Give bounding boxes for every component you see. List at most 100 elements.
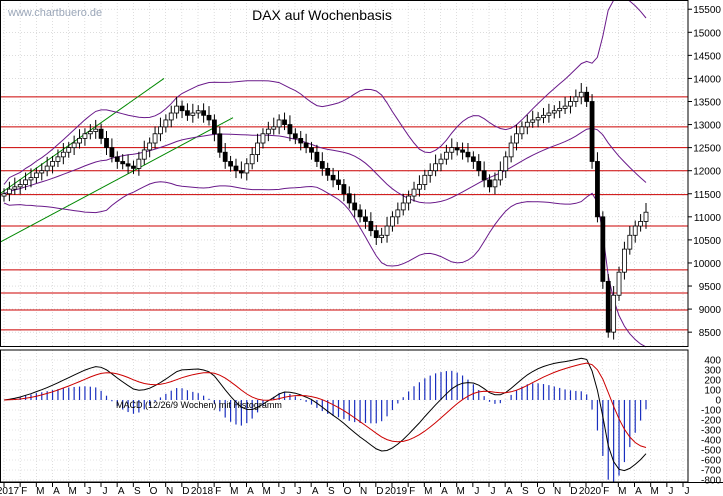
candle-body: [260, 133, 266, 144]
candle-body: [292, 133, 298, 139]
x-tick-label: O: [150, 486, 158, 496]
candle-body: [28, 177, 34, 181]
candle-body: [616, 271, 622, 296]
candle-body: [104, 137, 109, 149]
x-tick-label: 2019: [385, 486, 408, 496]
trend-line-lower: [0, 117, 234, 243]
bollinger-middle: [3, 127, 647, 204]
candle-body: [449, 147, 455, 153]
candle-body: [568, 101, 573, 107]
candle-body: [433, 163, 438, 172]
candle-body: [93, 128, 99, 132]
x-tick-label: J: [297, 486, 302, 496]
candle-body: [131, 165, 136, 169]
candle-body: [438, 158, 444, 165]
x-tick-label: M: [262, 486, 270, 496]
macd-tick-label: -700: [701, 466, 721, 477]
candle-body: [497, 170, 503, 181]
candle-body: [147, 142, 153, 151]
x-tick-label: J: [280, 486, 285, 496]
macd-tick-label: 400: [704, 356, 721, 367]
candle-body: [217, 133, 223, 153]
price-tick-label: 9500: [699, 282, 722, 293]
candle-body: [17, 184, 23, 188]
candle-body: [125, 163, 131, 167]
macd-tick-label: -400: [701, 436, 721, 447]
candle-body: [508, 142, 514, 158]
macd-tick-label: -800: [701, 476, 721, 487]
candle-body: [282, 119, 287, 125]
macd-tick-label: -200: [701, 416, 721, 427]
candle-body: [341, 184, 347, 195]
x-tick-label: D: [570, 486, 577, 496]
candle-body: [233, 165, 239, 172]
candle-body: [66, 147, 72, 153]
x-tick-label: M: [36, 486, 44, 496]
candle-body: [298, 137, 304, 144]
candle-body: [163, 119, 169, 128]
candle-body: [120, 161, 126, 165]
candle-body: [373, 230, 379, 238]
candle-body: [600, 216, 606, 282]
candle-body: [390, 216, 395, 227]
candle-body: [87, 131, 93, 135]
candle-body: [168, 112, 174, 121]
candle-body: [114, 156, 120, 162]
x-tick-label: A: [247, 486, 254, 496]
x-tick-label: A: [53, 486, 60, 496]
macd-tick-label: -600: [701, 456, 721, 467]
price-tick-label: 14000: [693, 74, 721, 85]
x-tick-label: J: [685, 486, 690, 496]
candle-body: [400, 202, 406, 211]
candle-body: [309, 147, 314, 153]
candle-body: [605, 281, 611, 333]
candle-body: [33, 172, 39, 179]
x-tick-label: D: [376, 486, 383, 496]
price-tick-label: 13000: [693, 121, 721, 132]
price-tick-label: 10500: [693, 236, 721, 247]
candle-body: [23, 179, 28, 185]
candle-body: [71, 142, 77, 149]
candle-body: [557, 108, 563, 112]
candle-body: [595, 161, 600, 218]
x-tick-label: A: [312, 486, 319, 496]
x-tick-label: J: [491, 486, 496, 496]
macd-tick-label: -500: [701, 446, 721, 457]
x-tick-label: F: [409, 486, 415, 496]
candle-body: [551, 110, 557, 114]
watermark: www.chartbuero.de: [7, 7, 102, 19]
x-tick-label: A: [441, 486, 448, 496]
price-tick-label: 13500: [693, 97, 721, 108]
candle-body: [50, 161, 55, 167]
x-tick-label: S: [134, 486, 141, 496]
candle-body: [363, 216, 368, 222]
candle-body: [465, 151, 471, 158]
x-tick-label: A: [506, 486, 513, 496]
candle-body: [152, 133, 158, 144]
candle-body: [179, 105, 185, 112]
price-tick-label: 12000: [693, 167, 721, 178]
candle-body: [287, 124, 293, 135]
x-tick-label: M: [230, 486, 238, 496]
chart-title: DAX auf Wochenbasis: [252, 7, 392, 23]
candle-body: [271, 126, 277, 130]
candle-body: [276, 119, 282, 128]
candle-body: [44, 165, 50, 172]
candle-body: [546, 112, 552, 116]
candle-body: [535, 117, 541, 121]
price-tick-label: 12500: [693, 144, 721, 155]
candle-body: [379, 234, 385, 238]
candle-body: [330, 174, 336, 181]
candle-body: [368, 221, 374, 232]
macd-label: MACD (12/26/9 Wochen) mit Histogramm: [116, 400, 282, 410]
macd-signal-line: [3, 362, 647, 448]
x-tick-label: J: [103, 486, 108, 496]
candle-body: [255, 142, 260, 155]
macd-tick-label: 100: [704, 386, 721, 397]
candle-body: [589, 101, 595, 162]
x-tick-label: N: [360, 486, 367, 496]
candle-body: [638, 221, 644, 227]
candle-body: [562, 105, 568, 109]
candle-body: [524, 121, 530, 128]
x-tick-label: 2017: [0, 486, 20, 496]
